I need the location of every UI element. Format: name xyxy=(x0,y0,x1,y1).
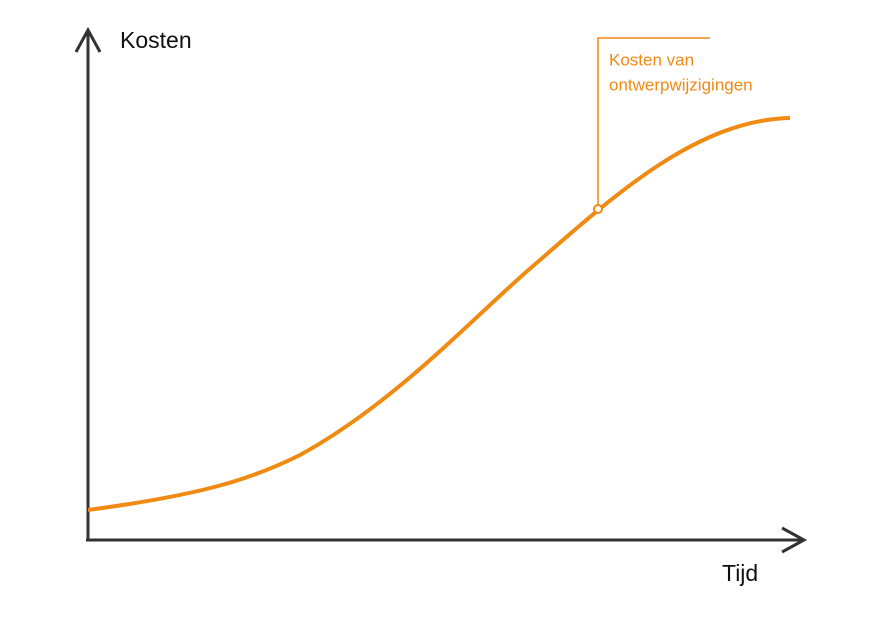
annotation-line: Kosten van xyxy=(609,50,694,69)
cost-curve xyxy=(87,116,791,512)
annotation-leader xyxy=(597,37,710,209)
annotation-point xyxy=(593,204,603,214)
y-axis-arrow xyxy=(74,26,102,53)
x-axis-label: Tijd xyxy=(722,560,758,586)
x-axis-arrow xyxy=(781,526,808,554)
y-axis-label: Kosten xyxy=(120,27,192,53)
annotation-line: ontwerpwijzigingen xyxy=(609,75,753,94)
